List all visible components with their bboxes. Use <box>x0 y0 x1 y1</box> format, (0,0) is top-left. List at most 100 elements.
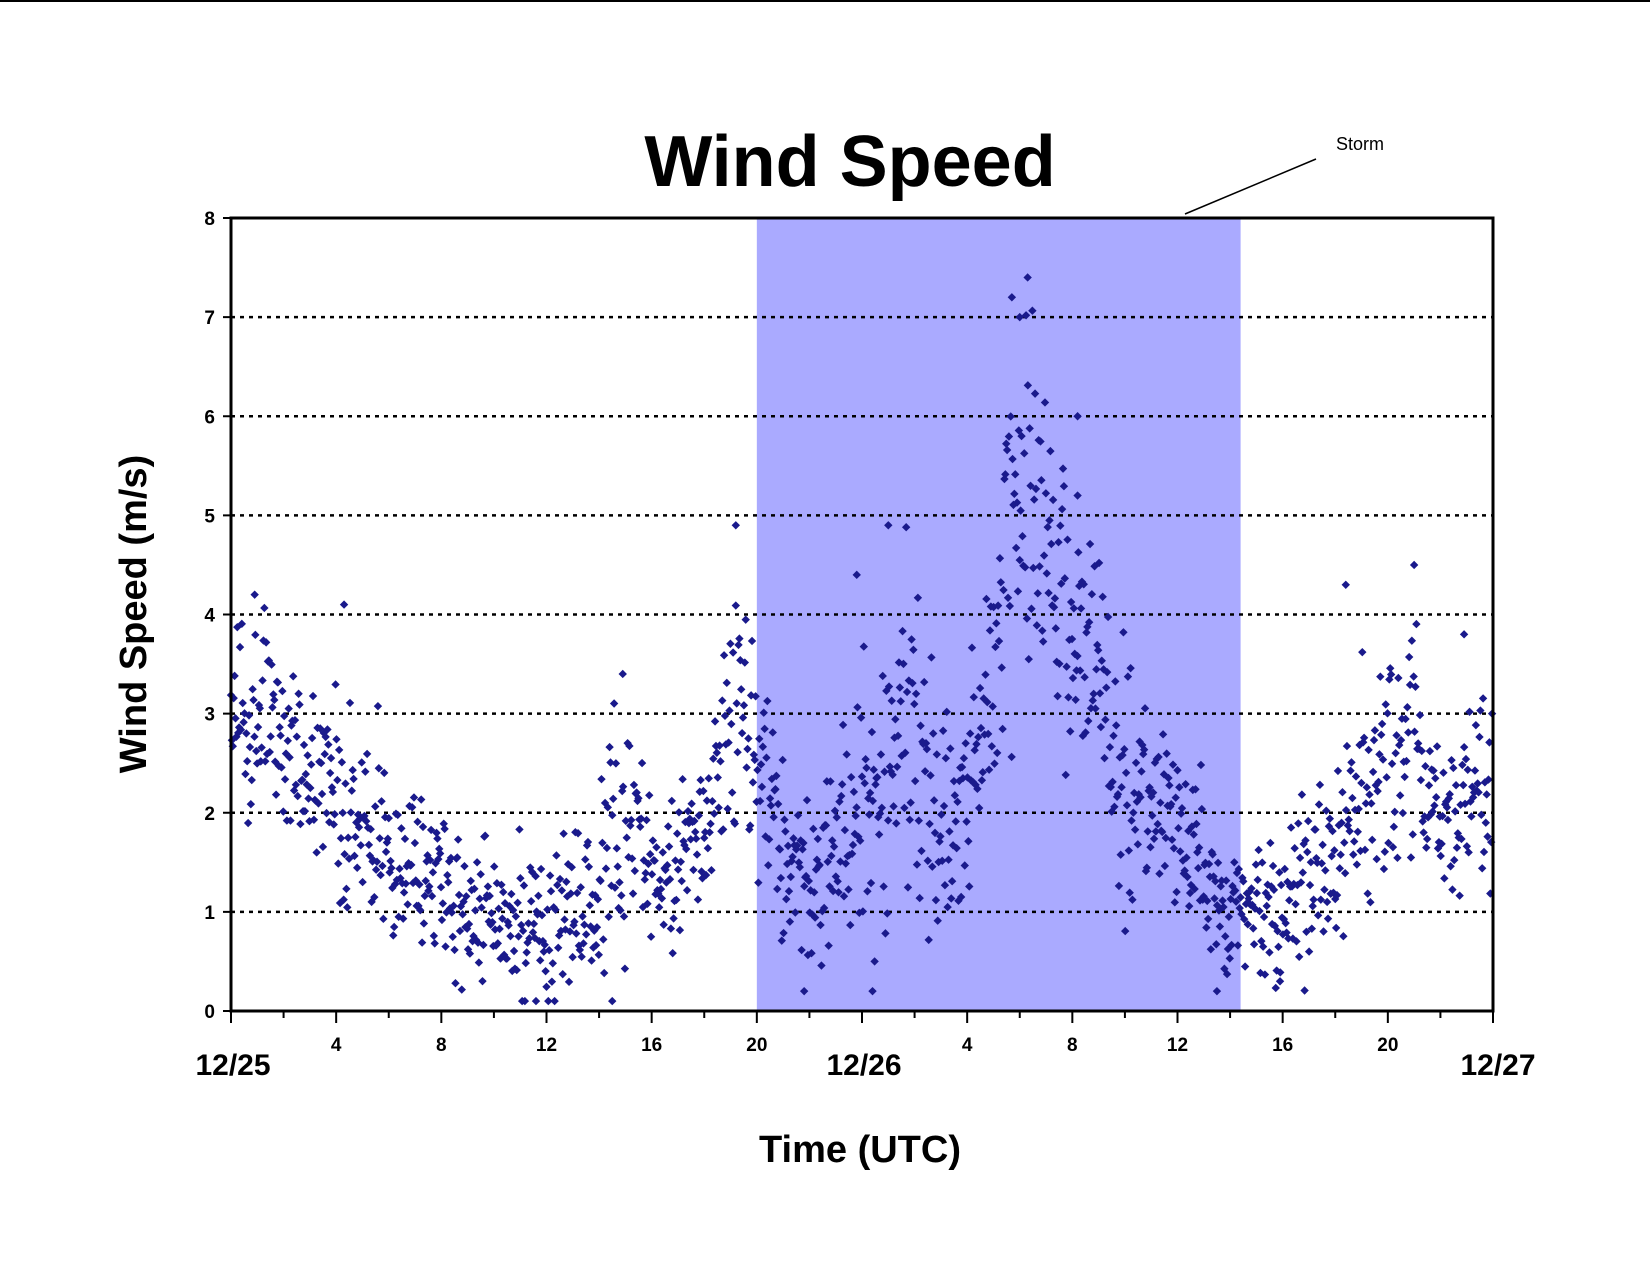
data-point <box>1123 672 1133 681</box>
data-point <box>615 878 624 887</box>
data-point <box>1173 766 1182 775</box>
data-point <box>1218 896 1227 905</box>
data-point <box>949 776 959 786</box>
data-point <box>357 758 366 767</box>
data-point <box>1210 894 1219 903</box>
data-point <box>1443 815 1453 825</box>
data-point <box>348 765 357 775</box>
data-point <box>1313 911 1323 920</box>
data-point <box>427 891 437 901</box>
data-point <box>914 816 923 825</box>
data-point <box>1076 604 1086 613</box>
data-point <box>1090 562 1099 571</box>
data-point <box>557 886 567 895</box>
data-point <box>1175 783 1184 792</box>
data-point <box>1477 864 1487 873</box>
data-point <box>943 902 952 912</box>
data-point <box>362 816 371 826</box>
data-point <box>444 857 454 866</box>
data-point <box>563 892 572 901</box>
date-label: 12/27 <box>1460 1049 1535 1082</box>
data-point <box>932 750 942 759</box>
data-point <box>613 862 622 871</box>
data-point <box>863 887 872 896</box>
data-point <box>521 958 530 968</box>
data-point <box>1383 709 1392 718</box>
data-point <box>1236 893 1245 902</box>
data-point <box>1186 880 1196 890</box>
data-point <box>397 824 406 833</box>
data-point <box>299 740 309 750</box>
data-point <box>1442 803 1452 812</box>
data-point <box>1409 560 1419 570</box>
data-point <box>1196 760 1206 770</box>
data-point <box>947 894 956 903</box>
data-point <box>829 842 839 851</box>
data-point <box>724 738 733 747</box>
y-tick-label: 0 <box>204 1002 215 1023</box>
data-point <box>1450 855 1459 865</box>
y-tick-label: 6 <box>204 407 215 428</box>
data-point <box>293 791 302 801</box>
data-point <box>507 889 516 899</box>
data-point <box>520 996 530 1006</box>
data-point <box>1029 495 1039 504</box>
data-point <box>343 903 352 912</box>
data-point <box>1079 580 1088 589</box>
data-point <box>1284 934 1293 943</box>
data-point <box>1482 790 1491 799</box>
data-point <box>1438 811 1447 821</box>
data-point <box>385 868 394 877</box>
data-point <box>691 827 700 837</box>
data-point <box>1070 649 1079 659</box>
data-point <box>1253 875 1262 885</box>
data-point <box>241 769 250 779</box>
data-point <box>995 554 1005 563</box>
data-point <box>1302 927 1311 936</box>
data-point <box>1373 786 1382 796</box>
data-point <box>1311 825 1320 834</box>
data-point <box>260 603 269 613</box>
data-point <box>1297 790 1307 799</box>
data-point <box>1078 731 1088 741</box>
data-point <box>1073 491 1082 500</box>
data-point <box>402 862 411 871</box>
data-point <box>952 843 961 853</box>
data-point <box>364 840 374 850</box>
data-point <box>976 723 986 733</box>
data-point <box>975 683 985 693</box>
data-point <box>1338 788 1347 797</box>
data-point <box>977 776 987 785</box>
data-point <box>862 763 871 773</box>
data-point <box>586 922 595 931</box>
data-point <box>1316 895 1326 904</box>
data-point <box>1067 634 1077 644</box>
data-point <box>630 866 640 876</box>
data-point <box>1280 864 1289 874</box>
data-point <box>1093 640 1102 650</box>
data-point <box>917 846 926 856</box>
data-point <box>275 723 284 732</box>
data-point <box>715 741 724 750</box>
data-point <box>868 796 878 806</box>
data-point <box>849 787 859 797</box>
data-point <box>1294 952 1304 961</box>
data-point <box>1301 836 1310 845</box>
data-point <box>931 895 941 905</box>
data-point <box>442 908 451 917</box>
data-point <box>815 860 824 870</box>
data-point <box>1015 312 1024 322</box>
data-point <box>1103 612 1113 622</box>
data-point <box>247 775 256 785</box>
storm-callout-line <box>1184 158 1317 215</box>
data-point <box>777 936 786 945</box>
data-point <box>687 799 696 808</box>
data-point <box>776 873 786 883</box>
data-point <box>704 774 713 783</box>
data-point <box>997 663 1006 672</box>
data-point <box>934 857 943 867</box>
data-point <box>923 856 933 865</box>
data-point <box>1325 814 1335 823</box>
data-point <box>1263 880 1272 889</box>
data-point <box>1031 484 1041 494</box>
